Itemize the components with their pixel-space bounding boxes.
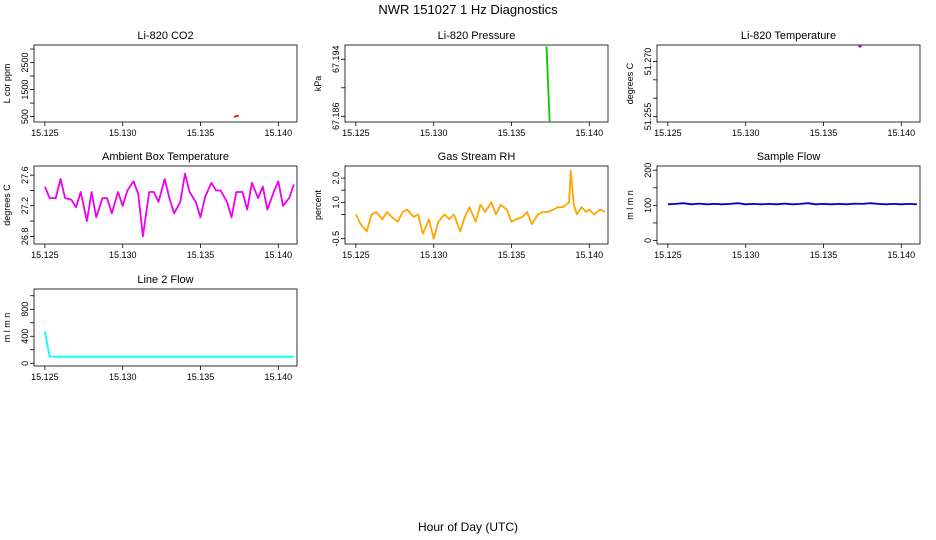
series-line [667,202,917,206]
x-tick-label: 15.130 [732,250,760,260]
panel-5: Gas Stream RH 15.125 15.130 15.135 15.140 -0.… [313,151,609,260]
y-axis-label: m l m n [2,313,12,343]
x-tick-label: 15.130 [109,372,137,382]
plot-frame [33,44,298,123]
x-tick-label: 15.130 [420,128,448,138]
panel-1: Li-820 CO2 15.125 15.130 15.135 15.140 500 150… [2,30,298,138]
x-tick-label: 15.135 [187,128,215,138]
x-tick-label: 15.130 [109,128,137,138]
series-line [355,169,606,240]
x-tick-label: 15.135 [187,250,215,260]
y-axis-label: kPa [313,76,323,92]
y-tick-label: 1500 [20,80,30,100]
x-tick-label: 15.135 [498,128,526,138]
panel-title: Li-820 Pressure [438,30,516,42]
y-axis-label: m l m n [625,190,635,220]
plot-frame [33,165,298,245]
x-tick-label: 15.135 [498,250,526,260]
x-tick-label: 15.135 [810,128,838,138]
x-tick-label: 15.125 [342,250,370,260]
plot-frame [344,44,609,123]
y-tick-label: 100 [643,198,653,213]
x-tick-label: 15.130 [732,128,760,138]
panel-title: Li-820 Temperature [741,30,836,42]
plot-frame [344,165,609,245]
x-tick-label: 15.140 [576,250,604,260]
x-tick-label: 15.135 [187,372,215,382]
y-axis-label: degrees C [625,62,635,104]
y-tick-label: 0 [20,361,30,366]
x-tick-label: 15.125 [31,250,59,260]
y-tick-label: -0.5 [331,231,341,247]
y-tick-label: 67.194 [331,45,341,73]
panel-3: Li-820 Temperature 15.125 15.130 15.135 15.1… [625,30,921,138]
y-tick-label: 67.186 [331,103,341,131]
plot-frame [656,44,921,123]
x-tick-label: 15.140 [576,128,604,138]
panel-title: Sample Flow [757,151,821,163]
series-line [44,172,295,238]
y-tick-label: 26.8 [20,228,30,246]
y-tick-label: 51.270 [643,48,653,76]
x-tick-label: 15.140 [265,372,293,382]
y-tick-label: 2.0 [331,172,341,185]
y-tick-label: 500 [20,109,30,124]
x-tick-label: 15.125 [654,128,682,138]
x-tick-label: 15.140 [265,128,293,138]
figure-title: NWR 151027 1 Hz Diagnostics [378,2,558,17]
x-tick-label: 15.125 [342,128,370,138]
x-tick-label: 15.125 [31,128,59,138]
x-tick-label: 15.125 [654,250,682,260]
x-axis-label: Hour of Day (UTC) [418,520,518,534]
y-axis-label: L cor ppm [2,64,12,104]
panel-2: Li-820 Pressure 15.125 15.130 15.135 15.140 6… [313,30,609,138]
panel-4: Ambient Box Temperature 15.125 15.130 15.13… [2,151,298,260]
y-tick-label: 2500 [20,53,30,73]
x-tick-label: 15.140 [888,128,916,138]
series-line [44,331,294,358]
x-tick-label: 15.140 [888,250,916,260]
y-tick-label: 0 [643,238,653,243]
panel-title: Li-820 CO2 [137,30,193,42]
y-tick-label: 1.0 [331,196,341,209]
panel-title: Gas Stream RH [438,151,516,163]
panel-title: Ambient Box Temperature [102,151,229,163]
x-tick-label: 15.130 [109,250,137,260]
y-axis-label: percent [313,189,323,220]
panel-title: Line 2 Flow [137,274,193,286]
panel-7: Line 2 Flow 15.125 15.130 15.135 15.140 0 400 8… [2,274,298,382]
y-tick-label: 51.255 [643,103,653,131]
y-tick-label: 400 [20,329,30,344]
plot-frame [33,288,298,367]
x-tick-label: 15.125 [31,372,59,382]
panel-6: Sample Flow 15.125 15.130 15.135 15.140 0 100 2… [625,151,921,260]
y-tick-label: 27.2 [20,197,30,215]
x-tick-label: 15.140 [265,250,293,260]
x-tick-label: 15.135 [810,250,838,260]
plot-frame [656,165,921,245]
x-tick-label: 15.130 [420,250,448,260]
y-tick-label: 800 [20,302,30,317]
series-line [233,114,239,118]
y-axis-label: degrees C [2,184,12,226]
y-tick-label: 27.6 [20,166,30,184]
series-line [545,46,551,122]
y-tick-label: 200 [643,163,653,178]
